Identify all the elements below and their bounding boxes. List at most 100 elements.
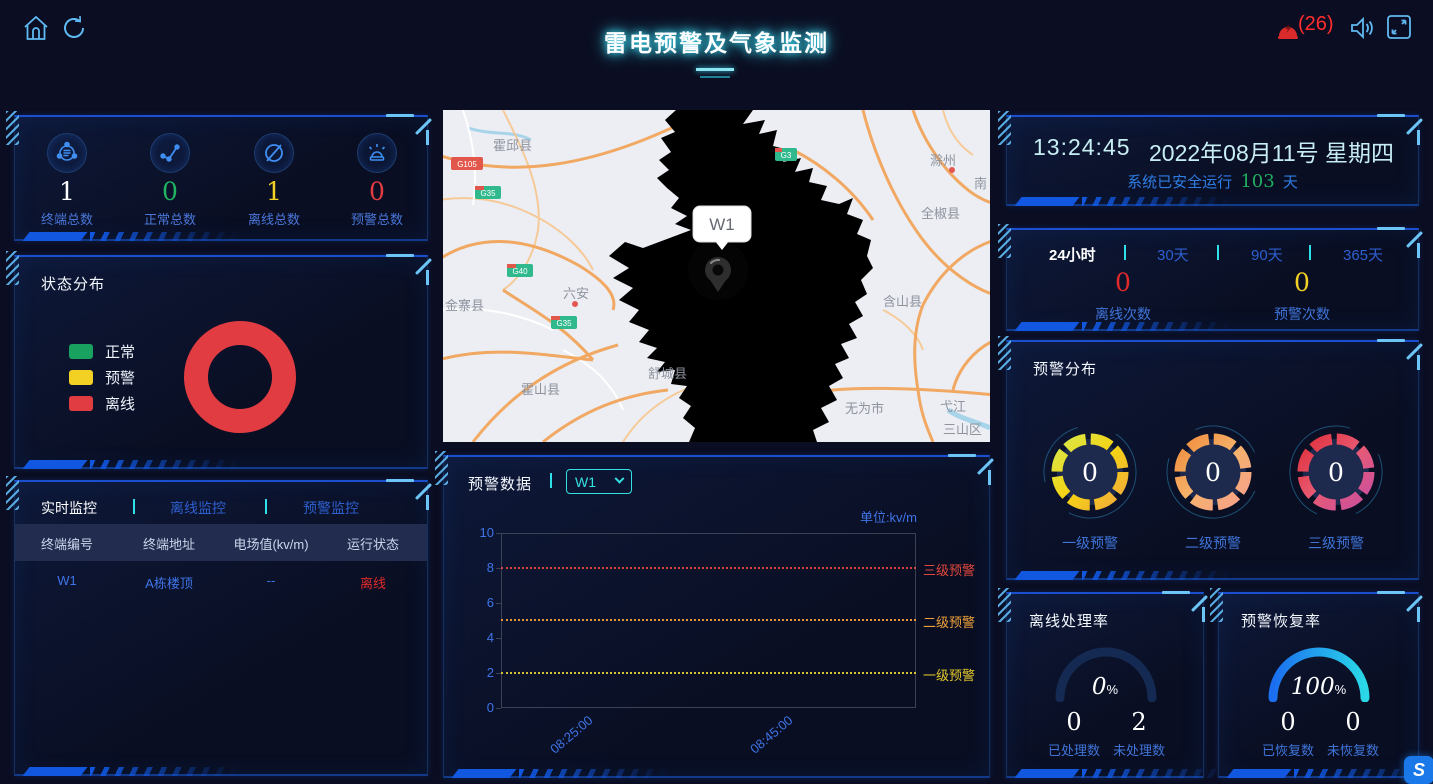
map-container[interactable]: 霍邱县 滁州 南 全椒县 六安 金寨县 含山县 霍山县 舒城县 无为市 弋江 三…: [437, 109, 996, 444]
stat-value: 1: [59, 177, 75, 206]
panel-bevel-decoration: [415, 483, 432, 500]
percent-sign: %: [1334, 682, 1347, 697]
panel-bevel-decoration: [1406, 343, 1423, 360]
map-place: 三山区: [943, 422, 982, 437]
legend-swatch-warning: [69, 370, 93, 385]
page-title: 雷电预警及气象监测: [604, 30, 829, 56]
x-tick: 08:45:00: [747, 712, 796, 757]
unprocessed-label: 未处理数: [1112, 743, 1165, 758]
tab-24h[interactable]: 24小时: [1049, 247, 1096, 264]
tab-offline-monitor[interactable]: 离线监控: [170, 500, 226, 516]
warning-count-label: 预警次数: [1274, 306, 1330, 322]
stat-value: 0: [162, 177, 178, 206]
road-badge: G35: [480, 189, 496, 198]
table-header: 终端编号 终端地址 电场值(kv/m) 运行状态: [15, 524, 427, 561]
home-icon[interactable]: [22, 14, 50, 42]
recovery-rate-gauge: [1268, 647, 1370, 702]
check-polyline-icon: [160, 144, 180, 162]
map-place: 霍山县: [521, 382, 560, 397]
map-place: 含山县: [883, 294, 922, 309]
map-marker-w1[interactable]: W1: [688, 205, 752, 300]
header-bar: 雷电预警及气象监测 (26): [0, 0, 1433, 100]
panel-bevel-decoration: [977, 458, 994, 475]
terminal-select[interactable]: W1: [566, 469, 632, 494]
panel-foot-decoration: [1012, 571, 1242, 580]
gauge-value: 0: [1328, 458, 1344, 487]
road-badge: G3: [781, 151, 792, 160]
recovered-label: 已恢复数: [1261, 743, 1314, 758]
panel-bevel-decoration: [1417, 243, 1420, 258]
offline-rate-gauge: [1055, 647, 1157, 702]
panel-bevel-decoration: [1377, 339, 1405, 342]
alarm-bell-icon[interactable]: [1274, 14, 1302, 42]
status-distribution-panel: 状态分布 正常 预警 离线: [6, 251, 432, 469]
y-tick: 6: [486, 595, 494, 610]
stat-normal-total: 0 正常总数: [118, 133, 222, 228]
table-row[interactable]: W1 A栋楼顶 -- 离线: [15, 561, 427, 599]
gauge-value: 0: [1082, 458, 1098, 487]
recovery-rate-percent: 100%: [1219, 674, 1418, 700]
road-badge: G35: [556, 319, 572, 328]
panel-bevel-decoration: [1417, 130, 1420, 145]
x-tick: 08:25:00: [547, 712, 596, 757]
chevron-down-icon: [614, 473, 625, 484]
map-place: 弋江: [940, 399, 966, 414]
percent-value: 0: [1091, 674, 1107, 700]
legend-label: 预警: [105, 370, 136, 387]
panel-hatch-decoration: [998, 336, 1011, 370]
y-tick: 0: [486, 700, 494, 715]
refresh-icon[interactable]: [60, 14, 88, 42]
legend-swatch-offline: [69, 396, 93, 411]
percent-sign: %: [1106, 682, 1119, 697]
alarm-count[interactable]: (26): [1298, 13, 1334, 35]
tab-90d[interactable]: 90天: [1251, 247, 1283, 264]
panel-bevel-decoration: [426, 495, 429, 510]
tab-warning-monitor[interactable]: 预警监控: [303, 500, 359, 516]
panel-hatch-decoration: [435, 451, 448, 485]
map-place: 霍邱县: [493, 138, 532, 153]
panel-foot-decoration: [449, 769, 679, 778]
recovered-value: 0: [1280, 708, 1296, 736]
map-canvas: 霍邱县 滁州 南 全椒县 六安 金寨县 含山县 霍山县 舒城县 无为市 弋江 三…: [437, 109, 996, 444]
legend-item-normal[interactable]: 正常: [69, 341, 135, 362]
panel-bevel-decoration: [1377, 227, 1405, 230]
fullscreen-icon[interactable]: [1385, 13, 1413, 41]
title-underline-2: [700, 76, 730, 78]
panel-title: 离线处理率: [1029, 613, 1110, 630]
clock-time: 13:24:45: [1033, 134, 1131, 160]
unprocessed-value: 2: [1131, 708, 1147, 736]
gauge-value: 0: [1205, 458, 1221, 487]
tab-30d[interactable]: 30天: [1157, 247, 1189, 264]
panel-hatch-decoration: [998, 588, 1011, 622]
cell-terminal-addr: A栋楼顶: [145, 576, 193, 591]
panel-bevel-decoration: [1406, 118, 1423, 135]
stat-offline-total: 1 离线总数: [222, 133, 326, 228]
legend-item-warning[interactable]: 预警: [69, 367, 135, 388]
legend-item-offline[interactable]: 离线: [69, 393, 135, 414]
panel-hatch-decoration: [1210, 588, 1223, 622]
legend-label: 离线: [105, 396, 136, 413]
tab-separator: [1217, 245, 1219, 260]
road-badge: G40: [512, 267, 528, 276]
uptime-line: 系统已安全运行 103 天: [1007, 171, 1418, 192]
panel-title: 状态分布: [41, 276, 106, 293]
stat-label: 正常总数: [143, 212, 196, 227]
threshold-label-level1: 一级预警: [923, 668, 976, 683]
gauge-ring-level3: 0: [1289, 425, 1383, 519]
map-place: 全椒县: [921, 206, 960, 221]
panel-bevel-decoration: [386, 114, 414, 117]
warning-data-panel: 预警数据 W1 单位:kv/m 10 8 6 4 2 0 三级预警 二级预警 一…: [435, 451, 994, 778]
map-region-silhouette[interactable]: [609, 110, 873, 442]
brand-logo-button[interactable]: S: [1404, 756, 1433, 784]
unrecovered-value: 0: [1345, 708, 1361, 736]
panel-foot-decoration: [1012, 769, 1242, 778]
panel-title: 预警分布: [1033, 361, 1098, 378]
tab-realtime-monitor[interactable]: 实时监控: [41, 500, 97, 516]
tab-365d[interactable]: 365天: [1343, 247, 1384, 264]
stat-value: 0: [369, 177, 385, 206]
stat-label: 离线总数: [247, 212, 300, 227]
road-badge: G105: [457, 160, 477, 169]
gauge-level3: 0 三级预警: [1281, 420, 1391, 553]
speaker-icon[interactable]: [1348, 14, 1376, 42]
chart-unit-label: 单位:kv/m: [859, 510, 917, 525]
